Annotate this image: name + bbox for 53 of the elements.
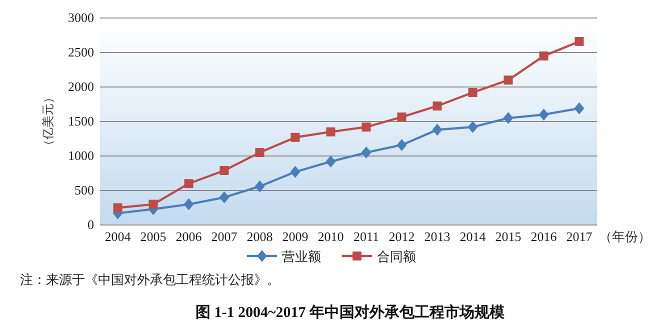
point — [148, 200, 158, 209]
y-tick-label: 2500 — [68, 44, 94, 60]
point — [397, 112, 406, 122]
point — [326, 156, 336, 168]
x-tick-label: 2010 — [318, 229, 344, 244]
point — [538, 108, 549, 121]
point — [184, 179, 194, 188]
x-tick-label: 2011 — [353, 229, 380, 244]
text: 注：来源于《中国对外承包工程统计公报》。 — [20, 272, 280, 287]
point — [255, 148, 264, 158]
point — [113, 203, 122, 212]
y-tick-label: 1500 — [68, 114, 94, 128]
x-tick-label: 2004 — [104, 229, 132, 244]
y-axis-title: （亿美元） — [41, 92, 55, 152]
point — [504, 76, 513, 85]
x-axis-title: （年份） — [599, 229, 651, 244]
point — [396, 138, 407, 151]
point — [290, 132, 300, 142]
x-tick-label: 2007 — [211, 229, 238, 244]
point — [362, 122, 371, 132]
point — [574, 102, 584, 114]
point — [220, 166, 229, 175]
point — [503, 112, 514, 124]
x-tick-label: 2016 — [530, 229, 558, 244]
x-tick-label: 2017 — [566, 229, 593, 244]
point — [539, 51, 548, 60]
point — [432, 101, 442, 110]
point — [468, 88, 478, 98]
y-tick-label: 3000 — [68, 10, 94, 25]
x-tick-label: 2005 — [140, 229, 166, 244]
point — [574, 36, 584, 46]
y-tick-label: 1000 — [68, 148, 94, 163]
point — [468, 121, 478, 134]
x-tick-label: 2014 — [460, 229, 486, 244]
x-tick-label: 2008 — [246, 229, 273, 244]
y-tick-label: 0 — [88, 217, 94, 232]
point — [326, 127, 336, 136]
y-tick-label: 2000 — [68, 79, 94, 94]
x-tick-label: 2006 — [176, 229, 202, 244]
point — [254, 180, 265, 192]
y-tick-label: 500 — [74, 182, 94, 198]
text: 图 1-1 2004~2017 年中国对外承包工程市场规模 — [195, 303, 506, 321]
x-tick-label: 2015 — [495, 229, 522, 244]
x-tick-label: 2013 — [424, 229, 450, 244]
point — [219, 191, 230, 204]
point — [361, 146, 372, 159]
legend-label: 营业额 — [282, 249, 321, 264]
x-tick-label: 2012 — [388, 229, 415, 244]
point — [184, 198, 194, 210]
legend-label: 合同额 — [377, 249, 416, 264]
point — [432, 124, 442, 136]
x-tick-label: 2009 — [282, 229, 308, 244]
point — [290, 166, 300, 178]
